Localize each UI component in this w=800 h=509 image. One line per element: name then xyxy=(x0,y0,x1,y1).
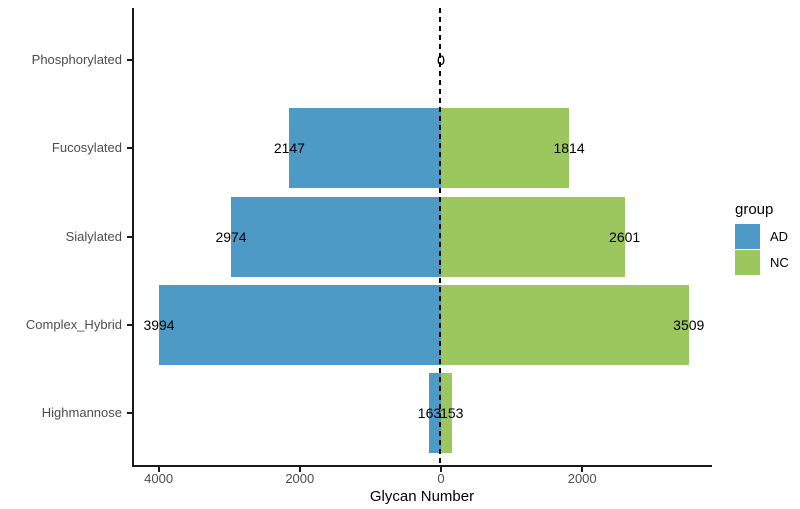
value-label-nc-complex-hybrid: 3509 xyxy=(673,316,705,333)
legend-swatch-ad xyxy=(735,224,760,249)
legend-item-ad: AD xyxy=(735,224,789,249)
value-label-ad-sialylated: 2974 xyxy=(215,228,247,245)
y-axis-line xyxy=(132,8,134,467)
legend-swatch-nc xyxy=(735,250,760,275)
y-tick xyxy=(127,323,132,326)
y-tick xyxy=(127,235,132,238)
value-label-nc-highmannose: 153 xyxy=(440,405,464,421)
x-axis-title: Glycan Number xyxy=(369,488,475,505)
value-label-ad-complex-hybrid: 3994 xyxy=(143,316,175,333)
value-label-nc-phosphorylated: 0 xyxy=(437,52,445,68)
category-label-complex-hybrid: Complex_Hybrid xyxy=(25,316,122,332)
value-label-nc-sialylated: 2601 xyxy=(609,228,641,245)
category-label-highmannose: Highmannose xyxy=(41,405,122,420)
y-tick xyxy=(127,147,132,150)
y-tick xyxy=(127,412,132,414)
x-tick-label: 2000 xyxy=(567,471,597,486)
category-label-sialylated: Sialylated xyxy=(65,228,122,244)
bar-nc-complex-hybrid xyxy=(441,284,689,365)
value-label-nc-fucosylated: 1814 xyxy=(553,140,585,157)
bar-nc-highmannose xyxy=(441,373,452,453)
bar-nc-fucosylated xyxy=(441,108,570,189)
x-axis-line xyxy=(132,465,712,467)
zero-reference-line xyxy=(439,8,441,465)
legend-label-ad: AD xyxy=(770,229,789,244)
legend-item-nc: NC xyxy=(735,250,789,275)
bar-ad-sialylated xyxy=(231,196,441,277)
category-label-fucosylated: Fucosylated xyxy=(51,140,122,156)
x-tick-label: 2000 xyxy=(285,471,315,486)
category-label-phosphorylated: Phosphorylated xyxy=(31,52,122,67)
x-tick xyxy=(157,467,160,472)
bar-ad-fucosylated xyxy=(289,108,441,189)
value-label-ad-fucosylated: 2147 xyxy=(273,140,305,157)
x-tick xyxy=(298,467,301,472)
value-label-ad-phosphorylated: 0 xyxy=(437,52,445,68)
x-tick-label: 0 xyxy=(437,471,445,486)
y-tick xyxy=(127,59,132,61)
legend: group AD NC xyxy=(735,201,789,276)
value-label-ad-highmannose: 163 xyxy=(417,405,442,421)
x-tick xyxy=(440,467,442,472)
legend-label-nc: NC xyxy=(770,255,789,270)
bar-ad-highmannose xyxy=(429,373,441,453)
x-tick xyxy=(581,467,584,472)
bar-ad-complex-hybrid xyxy=(159,284,441,365)
legend-title: group xyxy=(735,201,774,218)
x-tick-label: 4000 xyxy=(144,471,174,486)
bar-nc-sialylated xyxy=(441,196,625,277)
